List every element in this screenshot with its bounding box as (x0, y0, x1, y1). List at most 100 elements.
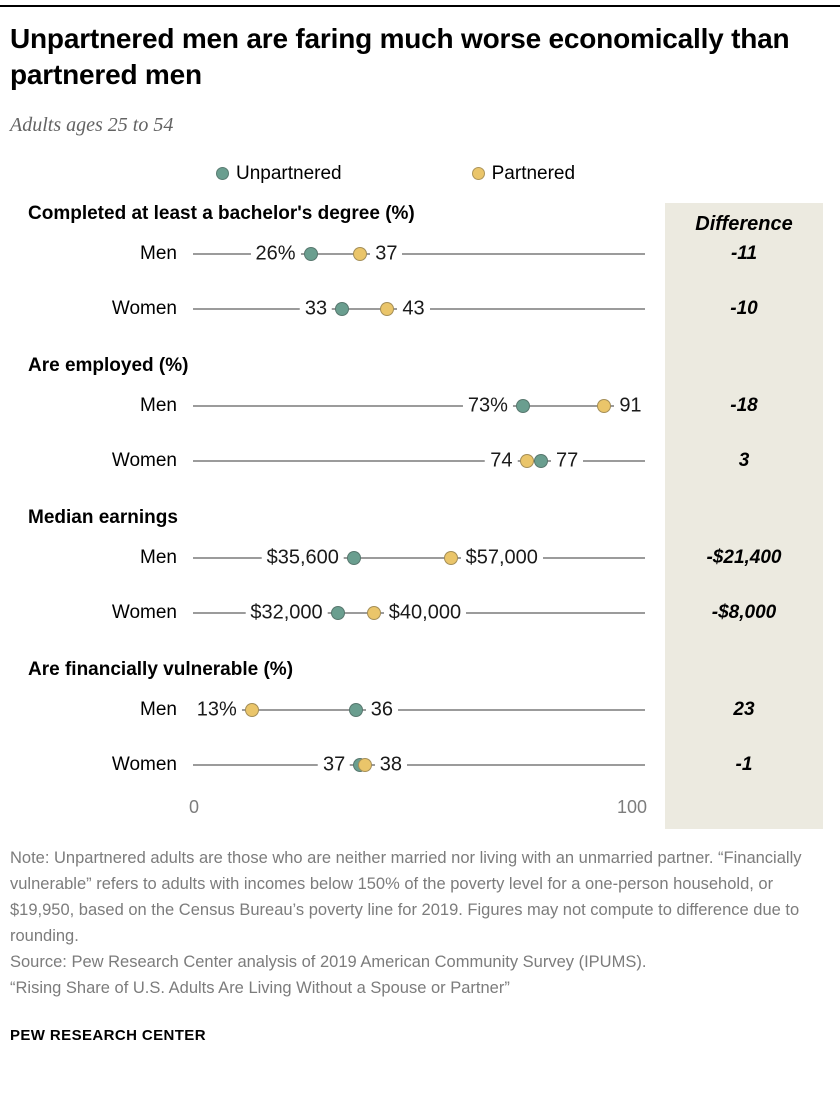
report-title-text: “Rising Share of U.S. Adults Are Living … (10, 979, 510, 998)
difference-value: 3 (738, 450, 750, 472)
page-subtitle: Adults ages 25 to 54 (10, 113, 174, 136)
source-text: Source: Pew Research Center analysis of … (10, 953, 647, 972)
value-label: 37 (370, 242, 403, 266)
partnered-dot (244, 703, 259, 718)
row-label: Women (111, 298, 177, 320)
value-label: 73% (462, 394, 513, 418)
value-label: $40,000 (383, 601, 467, 625)
row-label: Women (111, 450, 177, 472)
row-plot: 26% 37 (193, 227, 645, 282)
value-label: $35,600 (261, 546, 344, 570)
partnered-dot-icon (471, 167, 485, 181)
row-line (193, 764, 645, 767)
value-label: 38 (374, 753, 407, 777)
value-label: 13% (191, 698, 242, 722)
difference-value: -1 (735, 754, 753, 776)
partnered-dot (443, 551, 458, 566)
notes-block: Note: Unpartnered adults are those who a… (10, 845, 830, 1001)
chart-row: Men 73% 91 -18 (10, 379, 830, 434)
unpartnered-dot (515, 399, 530, 414)
axis-tick-min: 0 (188, 796, 200, 817)
row-plot: $35,600 $57,000 (193, 531, 645, 586)
axis-tick-max: 100 (616, 796, 647, 817)
section-title: Are employed (%) (28, 354, 189, 376)
value-label: $57,000 (460, 546, 543, 570)
chart-row: Men 13% 36 23 (10, 683, 830, 738)
partnered-dot (520, 454, 535, 469)
unpartnered-dot (346, 551, 361, 566)
section-title: Completed at least a bachelor's degree (… (28, 202, 415, 224)
legend-item-unpartnered: Unpartnered (216, 163, 342, 185)
value-label: $32,000 (245, 601, 328, 625)
row-label: Men (140, 699, 177, 721)
unpartnered-dot (335, 302, 350, 317)
chart-page: Unpartnered men are faring much worse ec… (0, 21, 840, 1044)
row-line (193, 709, 645, 712)
difference-value: -18 (730, 395, 758, 417)
difference-value: 23 (733, 699, 755, 721)
legend-label: Partnered (491, 162, 576, 184)
chart-row: Men $35,600 $57,000 -$21,400 (10, 531, 830, 586)
chart-row: Women 33 43 -10 (10, 282, 830, 337)
row-label: Men (140, 547, 177, 569)
legend-label: Unpartnered (236, 162, 342, 184)
row-plot: 13% 36 (191, 683, 645, 738)
value-label: 77 (551, 449, 584, 473)
row-line (193, 460, 645, 463)
chart-section: Completed at least a bachelor's degree (… (10, 203, 830, 337)
row-plot: 37 38 (193, 738, 645, 793)
difference-column-header: Difference (695, 212, 793, 235)
row-plot: 73% 91 (193, 379, 647, 434)
chart-section: Are employed (%) Men 73% 91 -18 Women 74 77 3 (10, 355, 830, 489)
row-label: Women (111, 602, 177, 624)
row-plot: $32,000 $40,000 (193, 586, 645, 641)
difference-value: -$8,000 (711, 602, 777, 624)
row-line (193, 557, 645, 560)
legend-item-partnered: Partnered (471, 162, 576, 185)
chart-section: Are financially vulnerable (%) Men 13% 36 23… (10, 659, 830, 793)
axis-row: 0 100 (10, 793, 830, 829)
unpartnered-dot (330, 606, 345, 621)
chart-row: Women 74 77 3 (10, 434, 830, 489)
chart-sections: Completed at least a bachelor's degree (… (10, 203, 830, 793)
value-label: 91 (614, 394, 647, 418)
chart-row: Women 37 38 -1 (10, 738, 830, 793)
pew-research-center-wordmark: PEW RESEARCH CENTER (10, 1027, 206, 1045)
unpartnered-dot (303, 247, 318, 262)
partnered-dot (380, 302, 395, 317)
difference-value: -11 (730, 243, 758, 265)
value-label: 26% (250, 242, 301, 266)
partnered-dot (366, 606, 381, 621)
value-label: 74 (485, 449, 518, 473)
top-divider (0, 5, 840, 7)
section-title: Median earnings (28, 506, 178, 528)
row-plot: 74 77 (193, 434, 645, 489)
difference-panel-background (665, 202, 823, 829)
row-label: Men (140, 243, 177, 265)
axis-plot: 0 100 (189, 793, 647, 829)
partnered-dot (597, 399, 612, 414)
value-label: 36 (365, 698, 398, 722)
chart-row: Men 26% 37 -11 (10, 227, 830, 282)
difference-value: -10 (730, 298, 758, 320)
row-line (193, 253, 645, 256)
unpartnered-dot (348, 703, 363, 718)
row-label: Women (111, 754, 177, 776)
section-title: Are financially vulnerable (%) (28, 658, 294, 680)
row-label: Men (140, 395, 177, 417)
difference-value: -$21,400 (706, 547, 782, 569)
legend: Unpartnered Partnered (216, 163, 830, 185)
chart-row: Women $32,000 $40,000 -$8,000 (10, 586, 830, 641)
partnered-dot (357, 758, 372, 773)
page-title: Unpartnered men are faring much worse ec… (10, 23, 790, 91)
chart: Difference Completed at least a bachelor… (10, 202, 830, 829)
row-line (193, 405, 645, 408)
chart-section: Median earnings Men $35,600 $57,000 -$21,400… (10, 507, 830, 641)
unpartnered-dot (534, 454, 549, 469)
value-label: 37 (317, 753, 351, 777)
row-plot: 33 43 (193, 282, 645, 337)
value-label: 43 (397, 297, 430, 321)
value-label: 33 (299, 297, 333, 321)
unpartnered-dot-icon (216, 167, 229, 181)
partnered-dot (353, 247, 368, 262)
